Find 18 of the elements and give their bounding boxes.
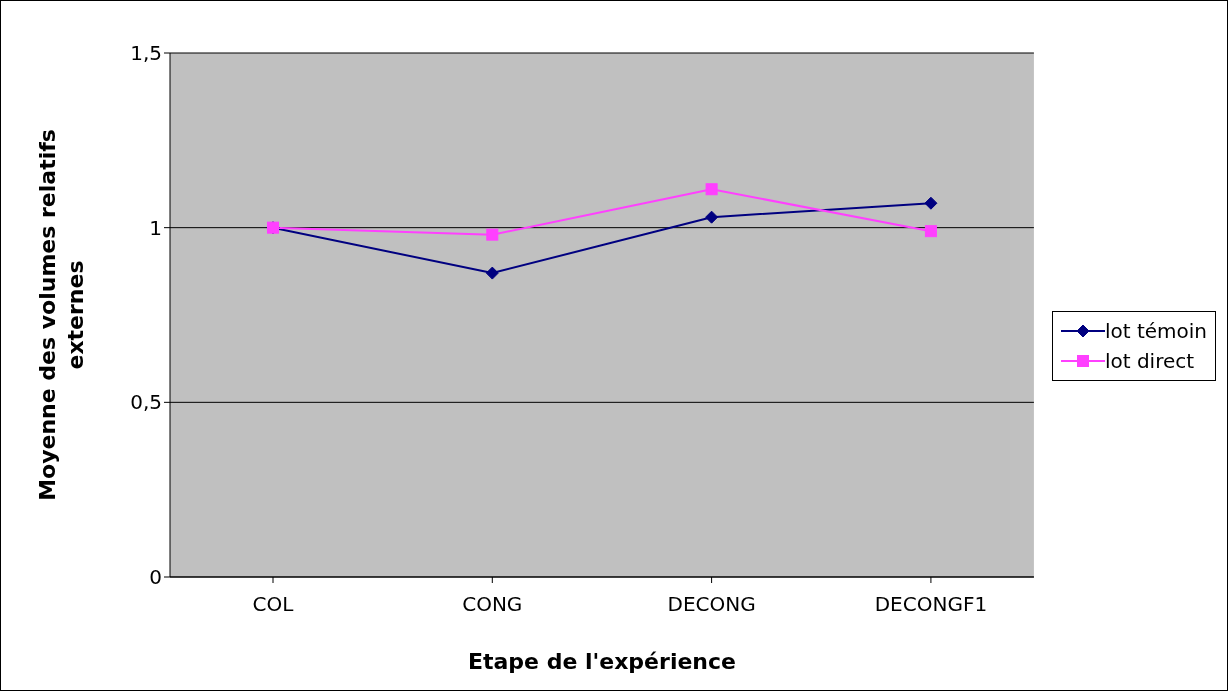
x-axis-title: Etape de l'expérience [467, 649, 736, 674]
point [705, 210, 719, 224]
point [485, 266, 499, 280]
x-tick-label: COL [252, 592, 295, 617]
x-tick-label: DECONG [667, 592, 756, 617]
legend-label: lot direct [1104, 348, 1195, 373]
point [486, 228, 499, 241]
y-tick-label: 0,5 [130, 390, 162, 415]
x-tick-label: DECONGF1 [874, 592, 988, 617]
point [705, 183, 718, 196]
y-tick-label: 1,5 [130, 41, 162, 66]
y-axis-title: Moyenne des volumes relatifs externes [35, 129, 88, 501]
x-tick-label: CONG [462, 592, 523, 617]
y-tick-label: 0 [149, 565, 162, 590]
legend-label: lot témoin [1104, 318, 1207, 343]
y-tick-label: 1 [149, 215, 162, 240]
point [924, 196, 938, 210]
point [924, 225, 937, 238]
